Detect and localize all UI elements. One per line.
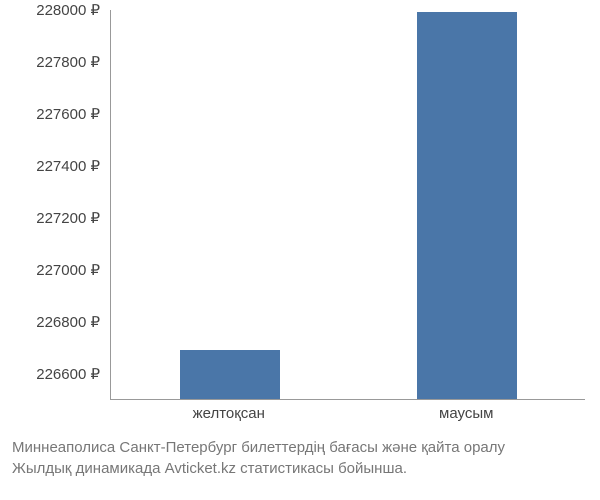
y-tick-label: 227400 ₽ [36, 157, 100, 175]
y-tick-label: 226800 ₽ [36, 313, 100, 331]
y-axis: 226600 ₽ 226800 ₽ 227000 ₽ 227200 ₽ 227400 ₽… [10, 10, 105, 400]
y-tick-label: 228000 ₽ [36, 1, 100, 19]
y-tick-label: 227600 ₽ [36, 105, 100, 123]
caption-line-2: Жылдық динамикада Avticket.kz статистика… [12, 458, 505, 480]
y-tick-label: 227000 ₽ [36, 261, 100, 279]
y-tick-label: 226600 ₽ [36, 365, 100, 383]
x-axis: желтоқсан маусым [110, 405, 585, 430]
x-tick-label: желтоқсан [193, 405, 265, 422]
bar [180, 350, 280, 399]
caption-line-1: Миннеаполиса Санкт-Петербург билеттердің… [12, 437, 505, 459]
chart-caption: Миннеаполиса Санкт-Петербург билеттердің… [12, 437, 505, 481]
y-tick-label: 227200 ₽ [36, 209, 100, 227]
plot-area [110, 10, 585, 400]
x-tick-label: маусым [439, 405, 493, 422]
chart-container: 226600 ₽ 226800 ₽ 227000 ₽ 227200 ₽ 227400 ₽… [10, 10, 590, 420]
bar [417, 12, 517, 399]
y-tick-label: 227800 ₽ [36, 53, 100, 71]
